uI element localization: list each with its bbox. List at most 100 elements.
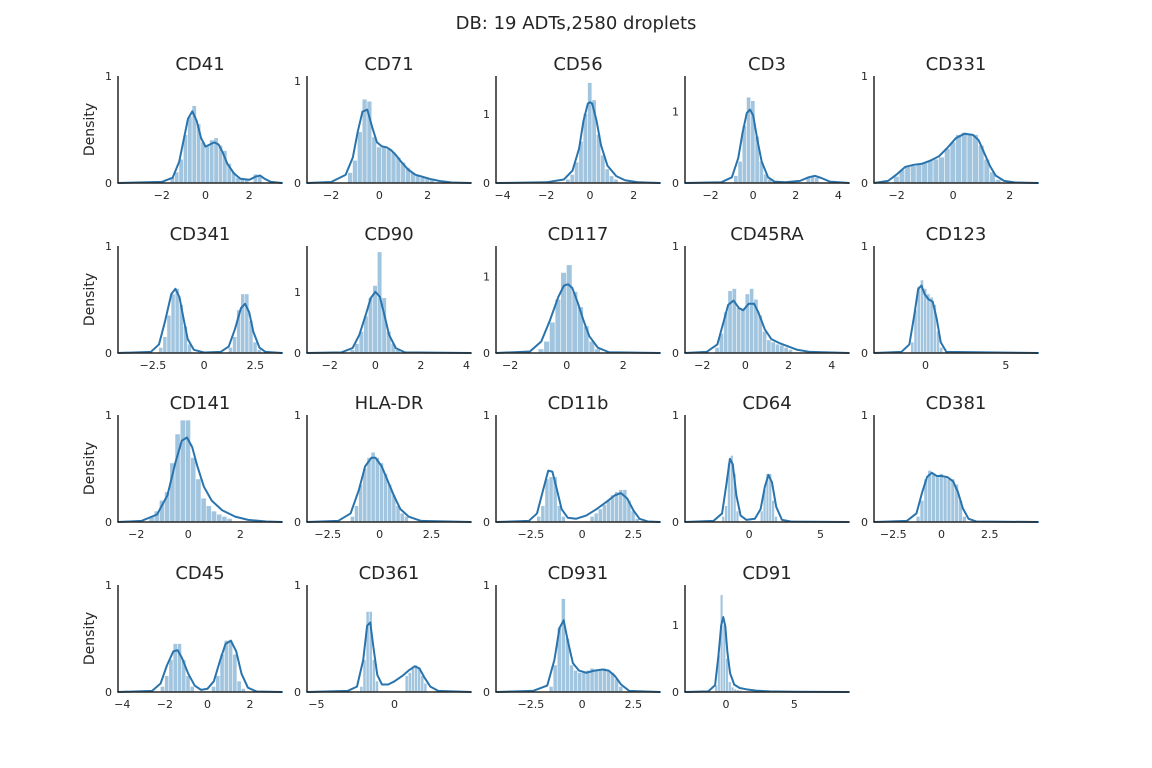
panel-cd341-hist-bar [175,288,179,353]
panel-cd117-hist-bar [561,272,567,353]
panel-cd931-hist-bar [582,672,586,692]
panel-cd90-hist-bar [377,252,382,353]
panel-cd11b-hist-bar [545,479,549,522]
panel-hla-dr-xtick-label: 0 [376,528,383,541]
panel-cd71-hist-bar [396,157,401,183]
panel-cd45ra-hist-bar [784,347,788,353]
panel-cd41-ylabel: Density [82,103,98,156]
panel-cd117-hist-bar [594,349,601,353]
panel-cd11b-hist-bar [610,495,615,522]
panel-cd361-hist-bar [414,665,418,692]
panel-cd11b-hist-bar [561,516,566,522]
panel-cd931-hist-bar [594,670,598,692]
panel-cd361: CD361 0 1 −5 0 [294,563,472,711]
panel-cd41-hist-bar [253,174,258,183]
panel-cd64-hist-bar [766,473,769,522]
panel-cd931-hist-bar [598,670,602,692]
panel-cd123-title: CD123 [926,224,987,245]
panel-cd90-xtick-label: −2 [322,359,338,372]
panel-cd117-hist-bar [555,299,561,353]
panel-cd45-xtick-label: −2 [157,698,173,711]
panel-cd41-hist-bar [170,177,175,183]
panel-cd123-xtick-label: 0 [922,359,929,372]
panel-cd56: CD56 0 1 −4 −2 0 2 [483,54,661,202]
panel-hla-dr-xtick-label: −2.5 [314,528,341,541]
figure-suptitle: DB: 19 ADTs,2580 droplets [456,13,697,34]
panel-cd3-hist-bar [733,175,738,183]
panel-cd331-hist-bar [961,132,967,183]
panel-cd341-ytick-label: 1 [105,240,112,253]
panel-cd41-hist-bar [192,105,197,183]
panel-hla-dr-hist-bar [400,513,404,522]
panel-hla-dr-title: HLA-DR [355,393,424,414]
panel-cd931-kde-line [495,619,661,693]
panel-cd123-hist-bar [914,310,917,353]
panel-cd341-hist-bar [179,304,183,353]
panel-cd331-hist-bar [916,164,922,183]
panel-cd90-hist-bar [382,297,387,353]
panel-hla-dr-hist-bar [367,457,371,522]
panel-cd45-xtick-label: −4 [114,698,130,711]
panel-cd90-xtick-label: 4 [463,359,470,372]
panel-cd141-hist-bar [159,500,165,522]
panel-cd56-hist-bar [592,100,596,183]
panel-hla-dr-hist-bar [387,484,392,522]
panel-cd331-hist-bar [922,162,928,183]
panel-cd117-hist-bar [538,349,544,353]
panel-cd71-xtick-label: −2 [323,189,339,202]
panel-cd11b-kde-line [495,469,661,523]
panel-cd64-kde-line [684,457,850,523]
panel-cd331-kde-line [873,132,1039,184]
panel-cd90-ytick-label: 0 [294,347,301,360]
panel-cd56-hist-bar [600,155,605,183]
panel-hla-dr-hist-bar [379,463,384,522]
panel-cd64-hist-bar [730,455,733,522]
panel-cd45-hist-bar [169,659,173,692]
panel-cd11b-hist-bar [590,516,594,522]
panel-cd361-hist-bar [405,675,408,692]
panel-cd381-hist-bar [924,479,928,522]
panel-cd45ra-ytick-label: 0 [672,347,679,360]
panel-cd331-hist-bar [905,165,911,183]
panel-cd361-ytick-label: 1 [294,579,301,592]
panel-cd931-hist-bar [569,665,574,692]
panel-cd56-ytick-label: 0 [483,177,490,190]
panel-cd64-hist-bar [769,473,772,522]
panel-cd45ra-hist-bar [723,312,728,353]
panel-cd123-ytick-label: 0 [861,347,868,360]
panel-cd11b-xtick-label: 0 [579,528,586,541]
panel-cd71-hist-bar [357,132,362,183]
panel-hla-dr-hist-bar [350,516,355,522]
panel-cd45: CD45 0 1 −4 −2 0 2 Density [82,563,283,711]
panel-cd341-hist-bar [253,342,257,353]
panel-cd56-title: CD56 [553,54,602,75]
panel-cd45ra-hist-bar [728,290,732,353]
panel-cd64-hist-bar [727,463,731,522]
panel-cd71-hist-bar [376,147,382,183]
panel-cd11b-hist-bar [635,518,639,522]
panel-cd931-hist-bar [590,668,594,692]
panel-cd341-hist-bar [167,315,171,353]
panel-hla-dr-hist-bar [363,468,367,522]
panel-cd45-hist-bar [228,640,233,692]
panel-cd90: CD90 0 1 −2 0 2 4 [294,224,472,372]
panel-cd341-hist-bar [236,310,241,353]
panel-cd117-hist-bar [544,341,550,353]
panel-cd45ra-hist-bar [754,299,758,353]
panel-cd90-hist-bar [368,297,373,353]
panel-cd141-hist-bar [164,492,170,522]
panel-cd91-xtick-label: 0 [723,698,730,711]
panel-cd341-ylabel: Density [82,273,98,326]
panel-cd123-hist-bar [927,294,930,353]
panel-cd3-hist-bar [751,100,755,183]
panel-cd91-hist-bar [734,689,737,692]
panel-cd91-xtick-label: 5 [791,698,798,711]
panel-cd331-hist-bar [933,159,939,183]
panel-cd341-xtick-label: −2.5 [139,359,166,372]
panel-cd11b-hist-bar [619,489,623,522]
panel-cd931-hist-bar [614,679,619,692]
panel-cd11b-hist-bar [553,477,557,522]
panel-cd141-hist-bar [196,479,201,522]
panel-cd45ra-hist-bar [741,310,745,353]
